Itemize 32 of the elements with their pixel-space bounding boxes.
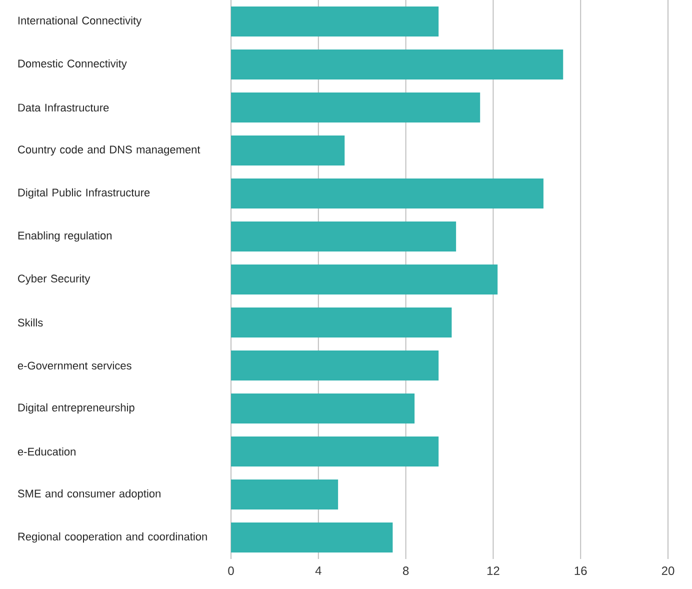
y-tick-label: Cyber Security (18, 274, 90, 285)
bar (231, 522, 393, 553)
y-tick-label: Regional cooperation and coordination (18, 532, 207, 543)
bar (231, 480, 338, 510)
x-tick-label: 16 (574, 566, 587, 576)
y-tick-label: Enabling regulation (18, 231, 112, 242)
bar (231, 178, 544, 209)
x-tick-label: 8 (402, 566, 409, 576)
bar (231, 50, 564, 80)
y-tick-label: SME and consumer adoption (18, 489, 160, 500)
x-tick-label: 0 (228, 566, 234, 576)
bar (231, 394, 415, 424)
bar (231, 436, 439, 467)
bar (231, 222, 456, 252)
y-tick-label: International Connectivity (18, 16, 142, 27)
x-tick-label: 20 (662, 566, 674, 576)
x-tick-label: 12 (487, 566, 500, 575)
bar (231, 308, 452, 338)
y-tick-label: Digital entrepreneurship (18, 403, 134, 414)
x-tick-label: 4 (315, 566, 322, 575)
bar (231, 350, 439, 381)
y-tick-label: Skills (18, 318, 43, 327)
y-tick-label: Country code and DNS management (18, 145, 200, 156)
y-tick-label: e-Government services (18, 361, 132, 370)
y-tick-label: Domestic Connectivity (18, 59, 127, 70)
y-tick-label: Data Infrastructure (18, 103, 109, 112)
y-tick-label: e-Education (18, 447, 76, 456)
y-tick-label: Digital Public Infrastructure (18, 188, 150, 199)
bar (231, 92, 480, 123)
bar (231, 264, 498, 295)
bar (231, 6, 439, 37)
bar (231, 136, 345, 166)
